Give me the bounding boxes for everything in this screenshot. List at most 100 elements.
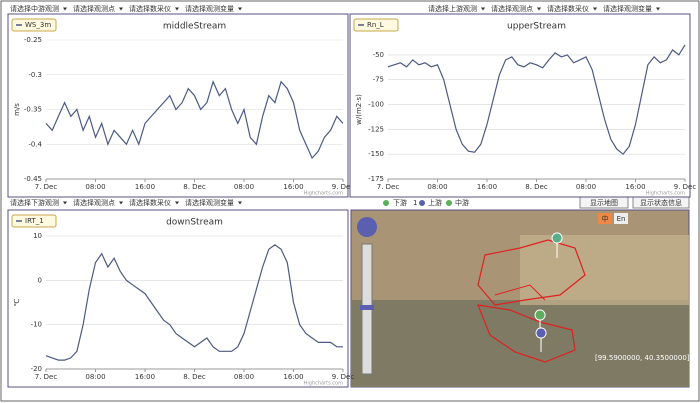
y-axis-label: ℃ xyxy=(13,298,21,306)
x-tick-label: 16:00 xyxy=(283,373,303,381)
chart-title: downStream xyxy=(166,218,223,228)
dropdown-arrow xyxy=(238,201,242,205)
basin-boundary xyxy=(477,239,586,306)
credit: Highcharts.com xyxy=(646,191,685,197)
lang-label: 中 xyxy=(602,214,609,223)
x-tick-label: 8. Dec xyxy=(183,373,206,381)
x-tick-label: 08:00 xyxy=(85,373,105,381)
dropdown[interactable]: 请选择观测点 xyxy=(73,198,115,207)
y-tick-label: -20 xyxy=(31,365,42,373)
y-tick-label: -0.3 xyxy=(28,71,42,79)
legend-box xyxy=(11,18,57,32)
y-tick-label: -10 xyxy=(31,321,42,329)
chart-title: upperStream xyxy=(507,22,566,32)
legend-label: IRT_1 xyxy=(25,217,44,225)
dropdown-arrow xyxy=(537,7,541,11)
dropdown[interactable]: 请选择观测点 xyxy=(73,4,115,13)
x-tick-label: 8. Dec xyxy=(525,183,548,191)
x-tick-label: 9. Dec xyxy=(674,183,697,191)
dropdown-arrow xyxy=(63,201,67,205)
zoom-handle[interactable] xyxy=(360,305,374,310)
data-line xyxy=(387,44,686,156)
station-marker[interactable] xyxy=(551,232,563,259)
dropdown[interactable]: 请选择上游观测 xyxy=(428,4,477,13)
lang-zh[interactable] xyxy=(598,213,612,224)
pan-control[interactable] xyxy=(357,217,377,237)
station-marker[interactable] xyxy=(534,309,546,336)
y-tick-label: 10 xyxy=(33,232,42,240)
y-axis-label: w/(m2·s) xyxy=(355,94,363,125)
y-tick-label: -75 xyxy=(373,76,384,84)
dropdown-arrow xyxy=(593,7,597,11)
map-header: 下游 1 上游 中游 显示地图 显示状态信息 xyxy=(383,196,690,209)
basin-boundary xyxy=(477,304,576,363)
y-tick-label: -150 xyxy=(368,150,384,158)
dropdown[interactable]: 请选择中游观测 xyxy=(10,4,59,13)
legend-box xyxy=(353,18,399,32)
legend-item: 1 xyxy=(413,199,417,207)
dropdown[interactable]: 请选择数采仪 xyxy=(129,198,171,207)
legend-label: WS_3m xyxy=(25,21,51,29)
dropdown-arrow xyxy=(175,201,179,205)
y-tick-label: -50 xyxy=(373,51,384,59)
legend-item: 下游 xyxy=(393,198,407,207)
legend-icon xyxy=(419,200,425,206)
x-tick-label: 16:00 xyxy=(283,183,303,191)
y-tick-label: -0.45 xyxy=(24,175,42,183)
legend-item: 上游 xyxy=(428,198,442,207)
data-line xyxy=(45,244,343,361)
dropdown-arrow xyxy=(175,7,179,11)
x-tick-label: 08:00 xyxy=(427,183,447,191)
y-tick-label: -0.25 xyxy=(24,36,42,44)
chart-panel xyxy=(7,209,349,388)
basin-boundary xyxy=(494,284,546,301)
legend-icon xyxy=(446,200,452,206)
dropdown[interactable]: 请选择数采仪 xyxy=(129,4,171,13)
dropdown[interactable]: 请选择数采仪 xyxy=(547,4,589,13)
dropdown-arrow xyxy=(238,7,242,11)
x-tick-label: 8. Dec xyxy=(183,183,206,191)
x-tick-label: 9. Dec xyxy=(332,183,355,191)
dropdown-arrow xyxy=(63,7,67,11)
dropdown-arrow xyxy=(481,7,485,11)
dropdown[interactable]: 请选择观测变量 xyxy=(185,198,234,207)
lang-label: En xyxy=(617,215,626,223)
legend-item: 中游 xyxy=(455,198,469,207)
legend-box xyxy=(11,214,57,228)
x-tick-label: 9. Dec xyxy=(332,373,355,381)
button-label: 显示状态信息 xyxy=(640,198,682,207)
x-tick-label: 7. Dec xyxy=(35,373,58,381)
x-tick-label: 08:00 xyxy=(85,183,105,191)
chart-title: middleStream xyxy=(163,22,226,32)
dropdown-arrow xyxy=(119,7,123,11)
coordinates: [99.5900000, 40.3500000] xyxy=(595,354,690,362)
x-tick-label: 08:00 xyxy=(576,183,596,191)
chart-panel xyxy=(7,13,349,198)
map-terrain xyxy=(351,300,689,387)
y-tick-label: -100 xyxy=(368,101,384,109)
x-tick-label: 7. Dec xyxy=(377,183,400,191)
credit: Highcharts.com xyxy=(304,191,343,197)
dropdown[interactable]: 请选择下游观测 xyxy=(10,198,59,207)
x-tick-label: 16:00 xyxy=(477,183,497,191)
credit: Highcharts.com xyxy=(304,381,343,387)
y-tick-label: 0 xyxy=(38,276,42,284)
x-tick-label: 7. Dec xyxy=(35,183,58,191)
dropdown-arrow xyxy=(656,7,660,11)
dropdown[interactable]: 请选择观测变量 xyxy=(185,4,234,13)
x-tick-label: 08:00 xyxy=(234,183,254,191)
map: 中 En [99.5900000, 40.3500000] xyxy=(350,209,690,388)
legend-icon xyxy=(383,200,389,206)
legend-label: Rn_L xyxy=(367,21,384,29)
dropdown[interactable]: 请选择观测变量 xyxy=(603,4,652,13)
station-marker[interactable] xyxy=(535,327,547,353)
lang-en[interactable] xyxy=(614,213,628,224)
x-tick-label: 16:00 xyxy=(135,183,155,191)
dropdown[interactable]: 请选择观测点 xyxy=(491,4,533,13)
y-tick-label: -0.35 xyxy=(24,106,42,114)
x-tick-label: 16:00 xyxy=(135,373,155,381)
map-desert xyxy=(520,235,689,305)
dropdown-arrow xyxy=(119,201,123,205)
